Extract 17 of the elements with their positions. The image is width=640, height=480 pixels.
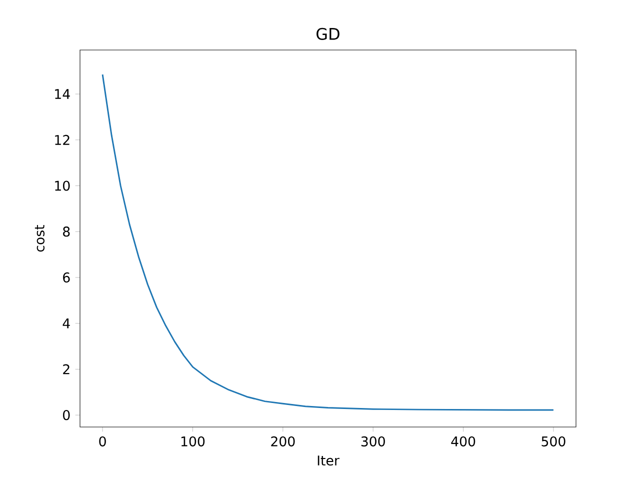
x-tick-label: 0 xyxy=(99,436,106,446)
y-tick-label: 6 xyxy=(63,272,70,283)
y-axis-title: cost xyxy=(34,224,44,252)
y-tick-label: 2 xyxy=(63,364,70,374)
y-tick-label: 10 xyxy=(55,180,70,191)
y-tick-label: 8 xyxy=(63,226,70,237)
x-tick-label: 100 xyxy=(181,436,205,446)
x-tick-label: 200 xyxy=(271,436,295,446)
x-tick-label: 400 xyxy=(451,436,476,446)
y-tick-label: 0 xyxy=(63,410,70,420)
chart-title: GD xyxy=(316,28,340,40)
y-tick-label: 4 xyxy=(62,318,70,328)
x-tick-label: 300 xyxy=(361,436,385,446)
x-tick-label: 500 xyxy=(542,436,566,446)
y-tick-label: 12 xyxy=(55,134,70,145)
y-tick-label: 14 xyxy=(55,89,70,99)
x-axis-title: Iter xyxy=(318,456,340,466)
